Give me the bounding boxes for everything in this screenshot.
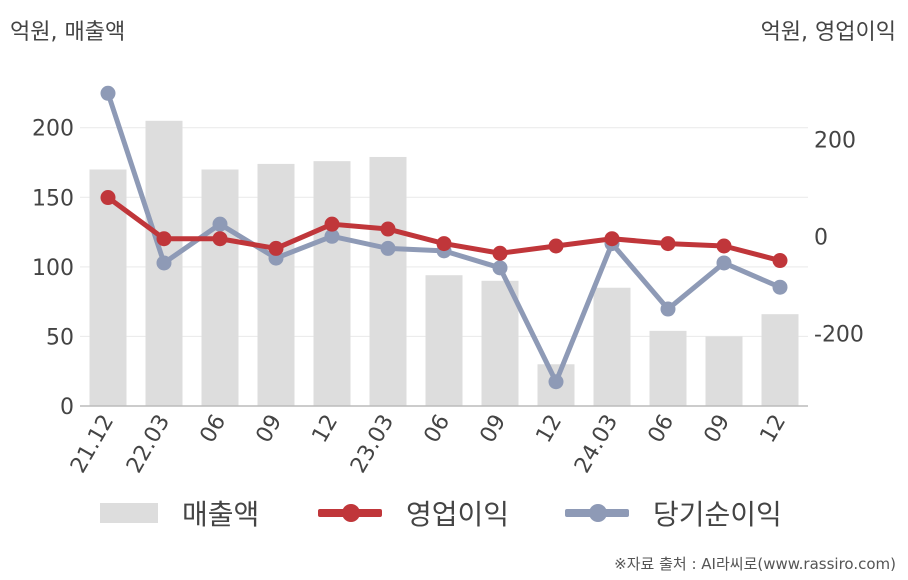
bar-revenue [649,330,687,406]
point-operating-profit [548,238,564,254]
left-axis-tick-label: 50 [46,325,74,350]
x-axis-tick-label: 24.03 [570,411,623,478]
x-axis-tick-label: 12 [532,411,568,448]
point-operating-profit [100,190,116,206]
bar-revenue [705,336,743,406]
point-operating-profit [436,236,452,252]
x-axis-tick-label: 12 [756,411,792,448]
legend: 매출액 영업이익 당기순이익 [0,488,908,538]
left-axis-unit: 억원, 매출액 [10,20,126,45]
right-axis-tick-label: 0 [814,225,828,250]
point-net-income [100,85,116,101]
bar-revenue [481,280,519,406]
x-axis-tick-label: 09 [476,411,512,448]
point-operating-profit [156,231,172,247]
legend-swatch-revenue [100,503,158,523]
point-net-income [324,228,340,244]
point-operating-profit [660,236,676,252]
x-axis-tick-label: 09 [252,411,288,448]
x-axis-tick-label: 21.12 [66,411,119,478]
point-net-income [380,240,396,256]
legend-swatch-net-income [565,504,629,522]
point-net-income [772,279,788,295]
point-operating-profit [604,231,620,247]
point-net-income [212,216,228,232]
point-net-income [548,374,564,390]
legend-swatch-operating-profit [318,504,382,522]
x-axis-tick-label: 12 [308,411,344,448]
bar-revenue [593,287,631,406]
x-axis-tick-label: 06 [196,411,232,448]
left-axis-tick-label: 100 [32,256,74,281]
x-axis-tick-label: 06 [420,411,456,448]
left-axis-tick-label: 0 [60,395,74,420]
bar-revenue [201,169,239,406]
legend-item-net-income: 당기순이익 [565,488,782,538]
legend-item-operating-profit: 영업이익 [318,488,509,538]
legend-label-revenue: 매출액 [182,498,260,531]
point-net-income [492,260,508,276]
point-net-income [156,255,172,271]
left-axis-tick-label: 200 [32,117,74,142]
x-axis-tick-label: 09 [700,411,736,448]
bar-revenue [761,314,799,406]
bar-revenue [313,161,351,406]
right-axis-tick-label: -200 [814,322,864,347]
x-axis-tick-label: 22.03 [122,411,175,478]
point-operating-profit [324,216,340,232]
point-operating-profit [268,240,284,256]
point-operating-profit [212,231,228,247]
bar-revenue [257,163,295,406]
point-operating-profit [492,245,508,261]
left-axis-tick-label: 150 [32,186,74,211]
legend-label-operating-profit: 영업이익 [406,498,510,531]
point-net-income [660,301,676,317]
point-operating-profit [380,221,396,237]
legend-item-revenue: 매출액 [100,488,259,538]
point-net-income [716,255,732,271]
bar-revenue [369,156,407,406]
legend-label-net-income: 당기순이익 [653,498,782,531]
x-axis-tick-label: 23.03 [346,411,399,478]
right-axis-tick-label: 200 [814,128,856,153]
point-operating-profit [772,253,788,269]
x-axis-tick-label: 06 [644,411,680,448]
point-operating-profit [716,238,732,254]
right-axis-unit: 억원, 영업이익 [760,20,896,45]
bar-revenue [425,275,463,406]
source-credit: ※자료 출처 : AI라씨로(www.rassiro.com) [614,555,896,573]
